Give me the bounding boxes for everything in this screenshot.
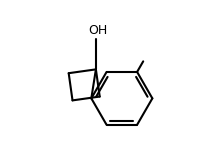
Text: OH: OH [88,24,107,36]
